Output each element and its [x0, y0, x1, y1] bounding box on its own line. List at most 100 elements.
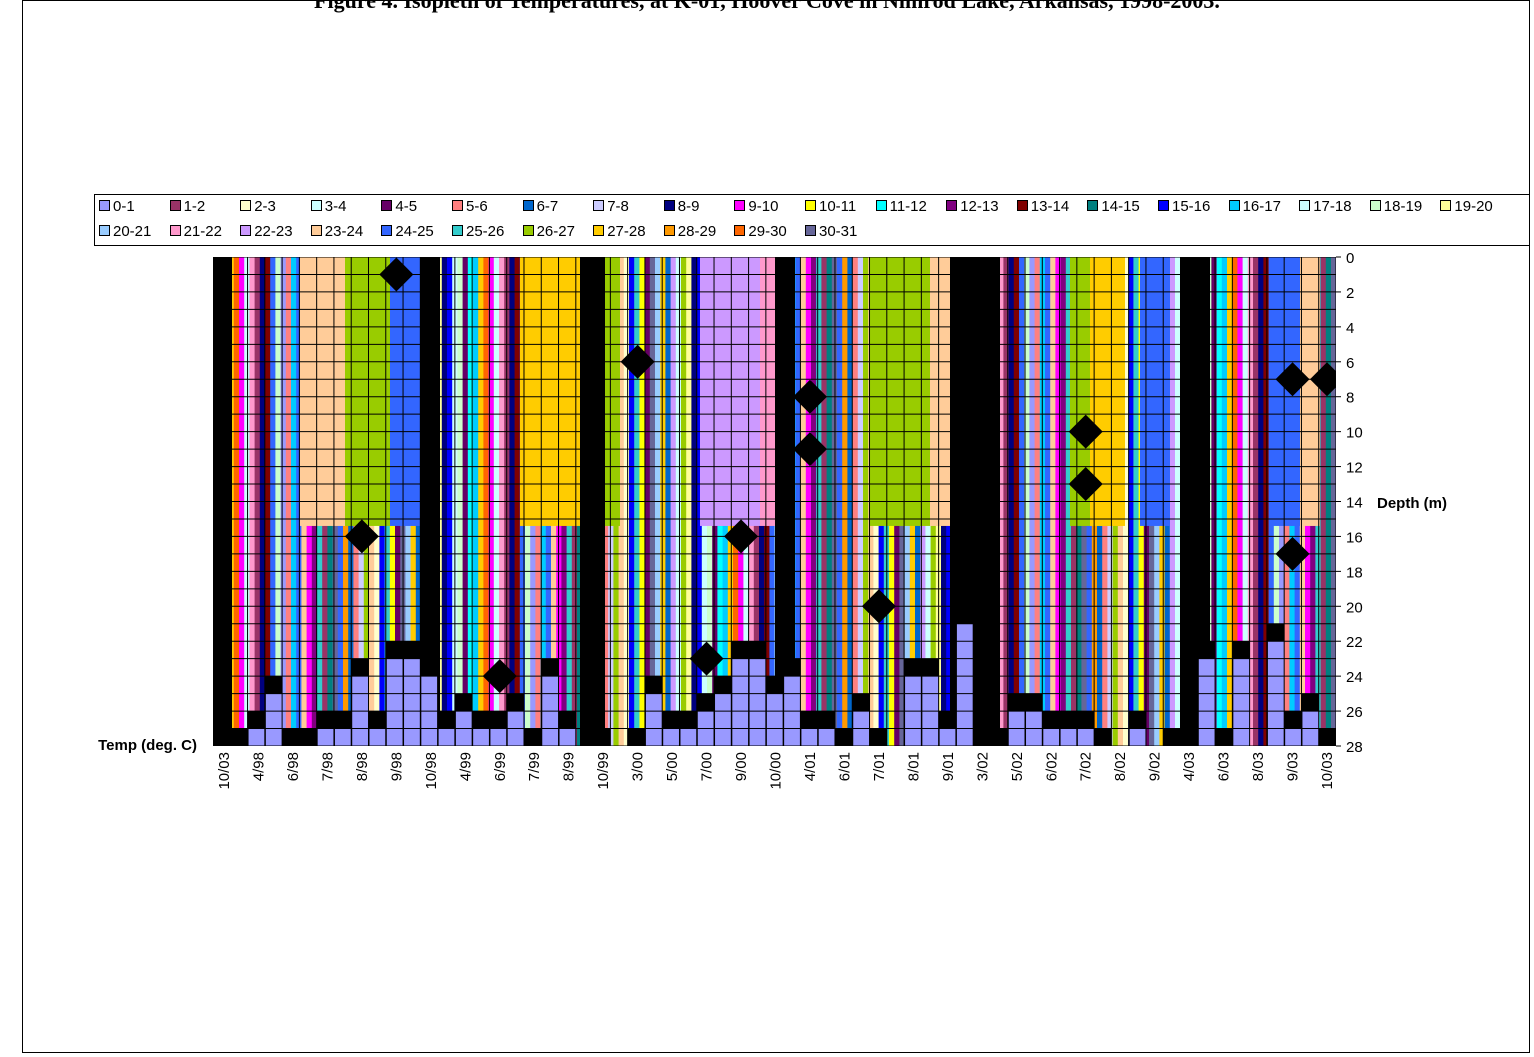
bottom-cell: [1060, 728, 1077, 746]
legend-swatch: [381, 200, 393, 211]
data-marker: [379, 257, 414, 292]
bottom-cell: [438, 728, 455, 746]
legend-swatch: [240, 225, 252, 236]
legend-label: 24-25: [395, 223, 434, 240]
data-marker: [1310, 362, 1336, 397]
data-marker: [344, 519, 379, 554]
contour-band: [300, 257, 345, 526]
x-tick-label: 4/98: [250, 752, 267, 781]
legend-label: 8-9: [677, 198, 700, 215]
legend-item: 30-31: [805, 223, 857, 240]
legend-swatch: [452, 225, 463, 236]
legend-label: 21-22: [183, 223, 222, 240]
y-tick-label: 14: [1346, 495, 1363, 512]
bottom-cell: [317, 728, 334, 746]
legend-item: 3-4: [310, 198, 346, 215]
legend-label: 11-12: [889, 198, 927, 215]
x-tick-label: 8/01: [905, 752, 922, 781]
legend-item: 29-30: [734, 223, 787, 240]
y-tick-label: 0: [1346, 250, 1354, 267]
legend-item: 27-28: [593, 223, 646, 240]
legend-label: 5-6: [466, 198, 488, 215]
bottom-cell: [715, 693, 732, 746]
legend-item: 5-6: [452, 198, 488, 215]
legend-item: 4-5: [381, 198, 417, 215]
contour-band: [390, 257, 420, 526]
x-tick-label: 7/00: [699, 752, 716, 781]
x-tick-label: 7/02: [1078, 752, 1095, 781]
legend-item: 12-13: [946, 198, 999, 215]
legend-swatch: [663, 225, 675, 236]
legend-item: 19-20: [1440, 198, 1493, 215]
legend-swatch: [1440, 200, 1452, 211]
legend-swatch: [381, 225, 393, 236]
x-tick-label: 8/98: [354, 752, 371, 781]
legend-swatch: [1369, 200, 1381, 211]
legend-item: 8-9: [663, 198, 700, 215]
legend-label: 2-3: [254, 198, 276, 215]
y-tick-label: 8: [1346, 390, 1354, 407]
bottom-cell: [473, 728, 490, 746]
bottom-cell: [1077, 728, 1095, 746]
legend-item: 11-12: [875, 198, 927, 215]
x-tick-label: 10/98: [423, 752, 440, 790]
legend-swatch: [805, 200, 816, 211]
legend-item: 15-16: [1158, 198, 1210, 215]
legend-label: 1-2: [183, 198, 206, 215]
bottom-cell: [645, 693, 663, 746]
legend-label: 10-11: [819, 198, 857, 215]
x-tick-label: 7/01: [871, 752, 888, 781]
legend-swatch: [663, 200, 675, 211]
legend-item: 17-18: [1299, 198, 1352, 215]
data-marker: [1275, 362, 1310, 397]
bottom-cell: [680, 728, 697, 746]
x-tick-label: 10/00: [768, 752, 785, 790]
x-tick-label: 4/99: [457, 752, 474, 781]
bottom-cell: [801, 728, 818, 746]
legend-label: 29-30: [748, 223, 787, 240]
x-tick-label: 6/03: [1216, 752, 1233, 781]
legend-item: 22-23: [240, 223, 293, 240]
legend-item: 23-24: [310, 223, 363, 240]
x-tick-label: 10/03: [1319, 752, 1336, 790]
x-tick-label: 9/00: [733, 752, 750, 781]
legend-label: 17-18: [1313, 198, 1352, 215]
legend-item: 13-14: [1016, 198, 1069, 215]
y-tick-label: 18: [1346, 564, 1363, 581]
x-tick-label: 6/02: [1043, 752, 1060, 781]
legend-swatch: [310, 225, 322, 236]
bottom-cell: [490, 728, 507, 746]
bottom-cell: [1285, 728, 1302, 746]
bottom-cell: [265, 693, 283, 746]
x-tick-label: 4/01: [802, 752, 819, 781]
y-tick-label: 6: [1346, 355, 1354, 372]
legend-swatch: [310, 200, 322, 211]
data-marker: [620, 344, 655, 379]
legend-item: 7-8: [593, 198, 629, 215]
y-tick-label: 16: [1346, 529, 1363, 546]
x-tick-label: 3/00: [630, 752, 647, 781]
bottom-cell: [939, 728, 956, 746]
contour-band: [1300, 257, 1320, 526]
bottom-cell: [404, 658, 421, 746]
contour-band: [520, 257, 580, 526]
y-tick-label: 26: [1346, 704, 1363, 721]
legend-item: 28-29: [663, 223, 716, 240]
legend-swatch: [1299, 200, 1311, 211]
legend-swatch: [734, 225, 746, 236]
legend-item: 6-7: [522, 198, 558, 215]
y-tick-label: 4: [1346, 320, 1354, 337]
legend-label: 12-13: [960, 198, 999, 215]
bottom-cell: [1129, 728, 1146, 746]
legend-swatch: [1016, 200, 1028, 211]
data-marker: [482, 659, 517, 694]
x-tick-label: 9/98: [388, 752, 405, 781]
y-tick-label: 12: [1346, 460, 1363, 477]
legend-item: 26-27: [522, 223, 575, 240]
y-tick-label: 10: [1346, 425, 1363, 442]
bottom-cell: [248, 728, 265, 746]
chart-title: Figure 4. Isopleth of Temperatures, at K…: [314, 0, 1220, 13]
legend-label: 14-15: [1101, 198, 1140, 215]
legend-item: 10-11: [805, 198, 856, 215]
